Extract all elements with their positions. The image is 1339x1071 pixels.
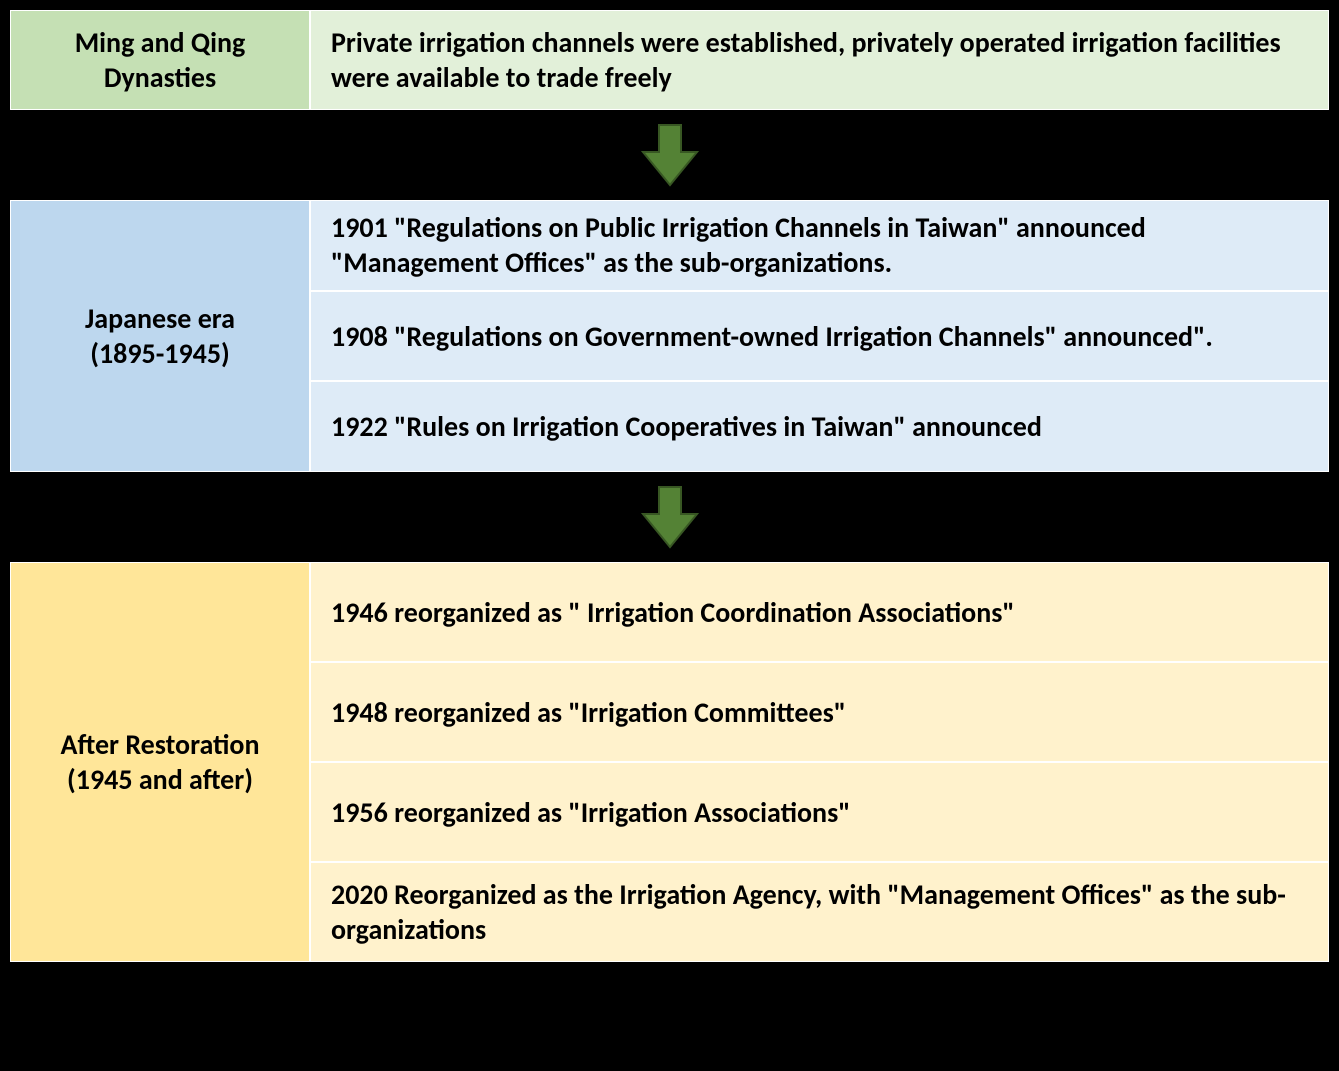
period-ming-qing: Ming and Qing Dynasties [10, 10, 310, 110]
content-column: 1901 "Regulations on Public Irrigation C… [310, 200, 1329, 472]
arrow-container [10, 472, 1329, 562]
period-after-restoration: After Restoration (1945 and after) [10, 562, 310, 962]
section-ming-qing: Ming and Qing Dynasties Private irrigati… [10, 10, 1329, 110]
arrow-path [643, 125, 697, 185]
period-label: After Restoration [61, 727, 260, 762]
arrow-down-icon [635, 482, 705, 552]
content-column: 1946 reorganized as " Irrigation Coordin… [310, 562, 1329, 962]
period-label: Japanese era [85, 301, 235, 336]
section-japanese-era: Japanese era (1895-1945) 1901 "Regulatio… [10, 200, 1329, 472]
content-item: 1948 reorganized as "Irrigation Committe… [310, 662, 1329, 762]
arrow-down-icon [635, 120, 705, 190]
content-item: 1908 "Regulations on Government-owned Ir… [310, 291, 1329, 382]
period-label: (1945 and after) [67, 762, 253, 797]
content-item: 2020 Reorganized as the Irrigation Agenc… [310, 862, 1329, 962]
content-item: 1946 reorganized as " Irrigation Coordin… [310, 562, 1329, 662]
period-label: Dynasties [104, 60, 216, 95]
content-item: 1901 "Regulations on Public Irrigation C… [310, 200, 1329, 291]
period-japanese-era: Japanese era (1895-1945) [10, 200, 310, 472]
content-item: 1922 "Rules on Irrigation Cooperatives i… [310, 381, 1329, 472]
section-after-restoration: After Restoration (1945 and after) 1946 … [10, 562, 1329, 962]
content-column: Private irrigation channels were establi… [310, 10, 1329, 110]
arrow-path [643, 487, 697, 547]
content-item: Private irrigation channels were establi… [310, 10, 1329, 110]
content-item: 1956 reorganized as "Irrigation Associat… [310, 762, 1329, 862]
period-label: Ming and Qing [75, 25, 246, 60]
arrow-container [10, 110, 1329, 200]
period-label: (1895-1945) [90, 336, 230, 371]
